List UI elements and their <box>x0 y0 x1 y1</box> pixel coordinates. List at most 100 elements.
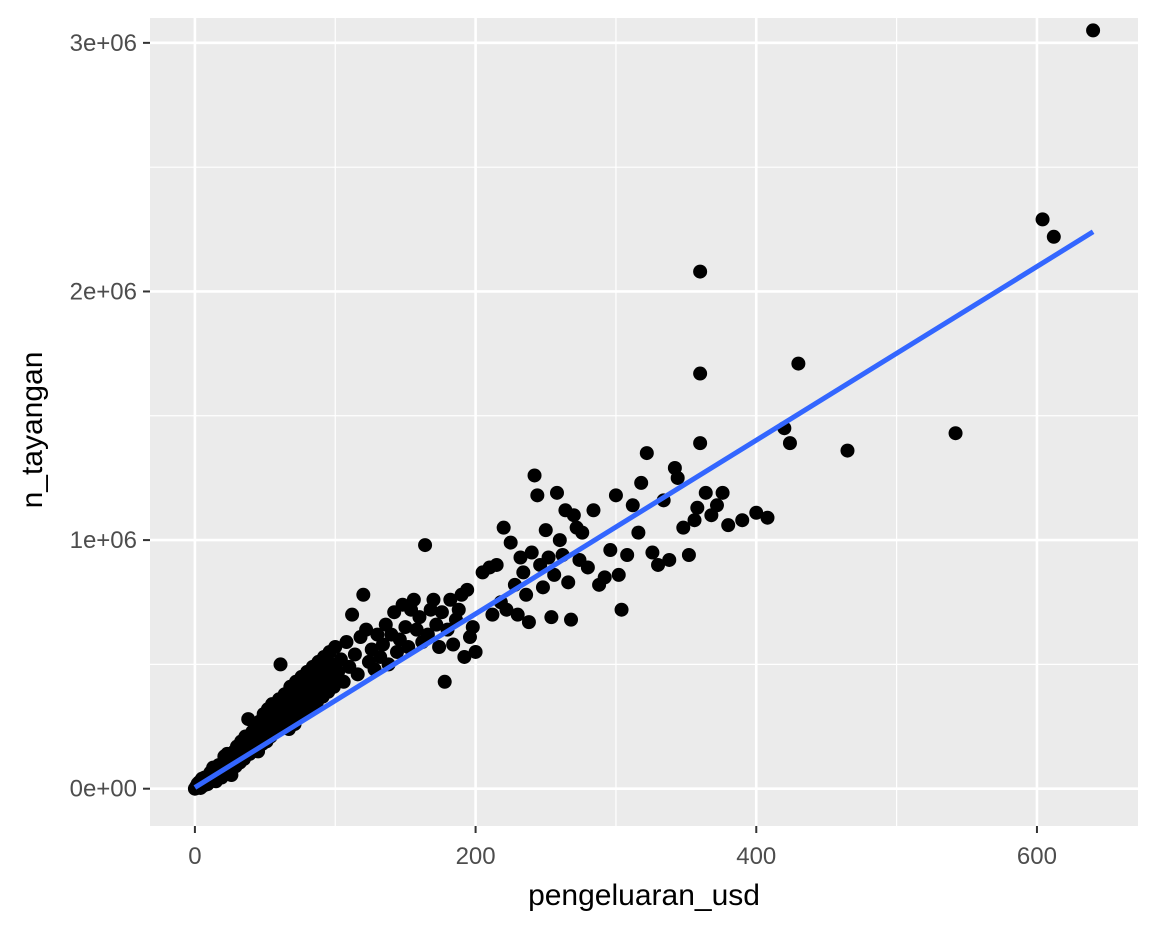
data-point <box>681 548 696 563</box>
data-point <box>524 545 539 560</box>
y-tick-label: 2e+06 <box>70 278 137 305</box>
grid-layer <box>150 18 1138 826</box>
y-tick-label: 0e+00 <box>70 776 137 803</box>
data-point <box>359 622 374 637</box>
data-point <box>489 557 504 572</box>
data-point <box>625 498 640 513</box>
data-point <box>519 587 534 602</box>
x-tick-label: 400 <box>736 843 776 870</box>
data-point <box>575 525 590 540</box>
data-point <box>791 356 806 371</box>
data-point <box>398 620 413 635</box>
y-tick-label: 1e+06 <box>70 527 137 554</box>
data-point <box>561 575 576 590</box>
data-point <box>460 582 475 597</box>
data-point <box>457 649 472 664</box>
x-axis-title: pengeluaran_usd <box>528 879 760 912</box>
data-point <box>496 520 511 535</box>
data-point <box>603 543 618 558</box>
data-point <box>432 639 447 654</box>
data-point <box>651 557 666 572</box>
data-point <box>503 535 518 550</box>
data-point <box>541 550 556 565</box>
data-point <box>564 612 579 627</box>
data-point <box>544 610 559 625</box>
data-point <box>662 552 677 567</box>
data-point <box>1035 212 1050 227</box>
data-point <box>597 570 612 585</box>
data-point <box>693 436 708 451</box>
data-point <box>709 498 724 513</box>
data-point <box>715 485 730 500</box>
data-point <box>645 545 660 560</box>
data-point <box>538 523 553 538</box>
data-point <box>390 644 404 659</box>
data-point <box>465 620 480 635</box>
data-point <box>434 605 449 620</box>
data-point <box>347 647 362 662</box>
data-point <box>513 550 528 565</box>
data-point <box>547 567 562 582</box>
data-point <box>631 525 646 540</box>
data-point <box>639 446 654 461</box>
data-point <box>510 607 525 622</box>
data-point <box>634 475 649 490</box>
data-point <box>549 485 564 500</box>
data-point <box>356 587 371 602</box>
data-point <box>437 674 452 689</box>
data-point <box>443 592 458 607</box>
data-point <box>676 520 691 535</box>
data-point <box>499 602 514 617</box>
data-point <box>749 505 764 520</box>
data-point <box>586 503 601 518</box>
x-tick-label: 0 <box>188 843 201 870</box>
y-tick-label: 3e+06 <box>70 30 137 57</box>
data-point <box>1086 23 1101 38</box>
data-point <box>350 667 365 682</box>
data-point <box>527 468 542 483</box>
x-axis-ticks: 0 200 400 600 <box>188 826 1057 870</box>
data-point <box>698 485 713 500</box>
data-point <box>273 657 288 672</box>
data-point <box>687 513 702 528</box>
data-point <box>420 627 435 642</box>
data-point <box>1046 229 1061 244</box>
data-point <box>735 513 750 528</box>
data-point <box>516 565 531 580</box>
data-point <box>580 560 595 575</box>
data-point <box>552 533 567 548</box>
x-tick-label: 200 <box>456 843 496 870</box>
data-point <box>412 610 427 625</box>
data-point <box>375 637 390 652</box>
data-point <box>670 470 685 485</box>
data-point <box>614 602 629 617</box>
data-point <box>693 366 708 381</box>
data-point <box>535 580 550 595</box>
data-point <box>608 488 623 503</box>
data-point <box>948 426 963 441</box>
data-point <box>485 607 500 622</box>
data-point <box>451 602 466 617</box>
data-point <box>446 637 461 652</box>
data-point <box>339 635 354 650</box>
data-point <box>611 567 626 582</box>
trend-layer <box>193 229 1095 790</box>
y-axis-ticks: 0e+00 1e+06 2e+06 3e+06 <box>70 30 150 803</box>
data-point <box>345 607 360 622</box>
trend-line <box>193 229 1095 790</box>
data-point <box>468 644 483 659</box>
data-point <box>760 510 775 525</box>
y-axis-title: n_tayangan <box>16 352 49 509</box>
data-point <box>336 674 351 689</box>
data-point <box>693 264 708 279</box>
data-point <box>429 617 444 632</box>
data-point <box>328 639 343 654</box>
data-point <box>782 436 797 451</box>
data-point <box>521 615 536 630</box>
data-point <box>566 508 581 523</box>
data-point <box>418 538 433 553</box>
data-point <box>840 443 855 458</box>
data-point <box>406 592 421 607</box>
data-point <box>530 488 545 503</box>
